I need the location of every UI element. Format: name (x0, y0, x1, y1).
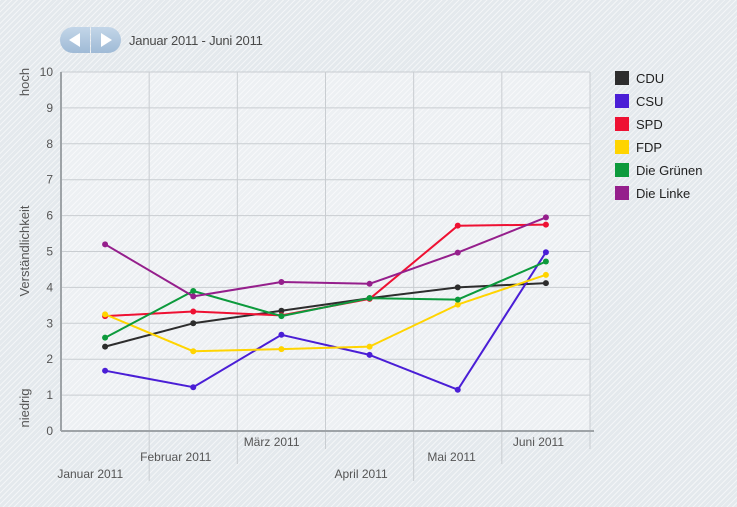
y-tick-label: 7 (46, 173, 53, 187)
data-point (542, 214, 549, 221)
data-point (190, 348, 197, 355)
arrow-right-icon (101, 33, 112, 47)
chart-legend: CDU CSU SPD FDP Die Grünen Die Linke (615, 71, 702, 201)
y-tick-label: 10 (40, 65, 54, 79)
data-point (542, 249, 549, 256)
period-navigation (60, 27, 121, 53)
data-point (542, 280, 549, 287)
y-tick-label: 9 (46, 101, 53, 115)
chart-series (102, 214, 549, 393)
data-point (190, 287, 197, 294)
data-point (102, 334, 109, 341)
next-period-button[interactable] (91, 27, 121, 53)
series-line-3 (104, 273, 547, 353)
data-point (542, 271, 549, 278)
x-tick-label: Februar 2011 (140, 450, 211, 464)
legend-label: CDU (636, 71, 664, 86)
legend-swatch (615, 163, 629, 177)
data-point (454, 386, 461, 393)
legend-swatch (615, 94, 629, 108)
legend-label: FDP (636, 140, 662, 155)
y-axis-low-label: niedrig (17, 388, 32, 427)
data-point (102, 367, 109, 374)
arrow-left-icon (69, 33, 80, 47)
data-point (454, 296, 461, 303)
data-point (454, 284, 461, 291)
y-tick-label: 0 (46, 424, 53, 438)
y-tick-label: 3 (46, 316, 53, 330)
y-tick-label: 5 (46, 245, 53, 259)
legend-label: CSU (636, 94, 663, 109)
y-tick-label: 4 (46, 280, 53, 294)
x-tick-label: Mai 2011 (427, 450, 476, 464)
data-point (278, 313, 285, 320)
data-point (454, 222, 461, 229)
legend-label: Die Linke (636, 186, 690, 201)
legend-label: Die Grünen (636, 163, 702, 178)
y-tick-label: 8 (46, 137, 53, 151)
data-point (366, 280, 373, 287)
series-line-5 (104, 216, 547, 298)
chart-axes: 0 1 2 3 4 5 6 7 8 9 10 Januar 2011 Februar 2011 März … (17, 65, 594, 481)
y-tick-label: 1 (46, 388, 53, 402)
data-point (542, 221, 549, 228)
data-point (190, 308, 197, 315)
legend-swatch (615, 71, 629, 85)
data-point (278, 346, 285, 353)
data-point (190, 320, 197, 327)
data-point (454, 249, 461, 256)
data-point (366, 295, 373, 302)
legend-swatch (615, 186, 629, 200)
data-point (278, 307, 285, 314)
data-point (278, 331, 285, 338)
period-label: Januar 2011 - Juni 2011 (129, 33, 263, 48)
chart-grid (61, 71, 591, 481)
x-tick-label: Januar 2011 (57, 467, 123, 481)
y-tick-label: 2 (46, 352, 53, 366)
y-axis-title: Verständlichkeit (17, 205, 32, 296)
legend-label: SPD (636, 117, 663, 132)
legend-swatch (615, 140, 629, 154)
data-point (366, 351, 373, 358)
data-point (190, 293, 197, 300)
data-point (454, 301, 461, 308)
series-line-0 (104, 282, 546, 348)
series-line-4 (104, 260, 547, 339)
y-tick-label: 6 (46, 209, 53, 223)
previous-period-button[interactable] (60, 27, 90, 53)
x-tick-label: Juni 2011 (513, 435, 564, 449)
data-point (278, 279, 285, 286)
x-tick-label: März 2011 (244, 435, 300, 449)
data-point (102, 241, 109, 248)
data-point (366, 343, 373, 350)
x-tick-label: April 2011 (335, 467, 388, 481)
data-point (102, 311, 109, 318)
data-point (542, 258, 549, 265)
data-point (190, 384, 197, 391)
legend-swatch (615, 117, 629, 131)
series-line-1 (104, 251, 547, 391)
data-point (102, 343, 109, 350)
y-axis-high-label: hoch (17, 68, 32, 96)
